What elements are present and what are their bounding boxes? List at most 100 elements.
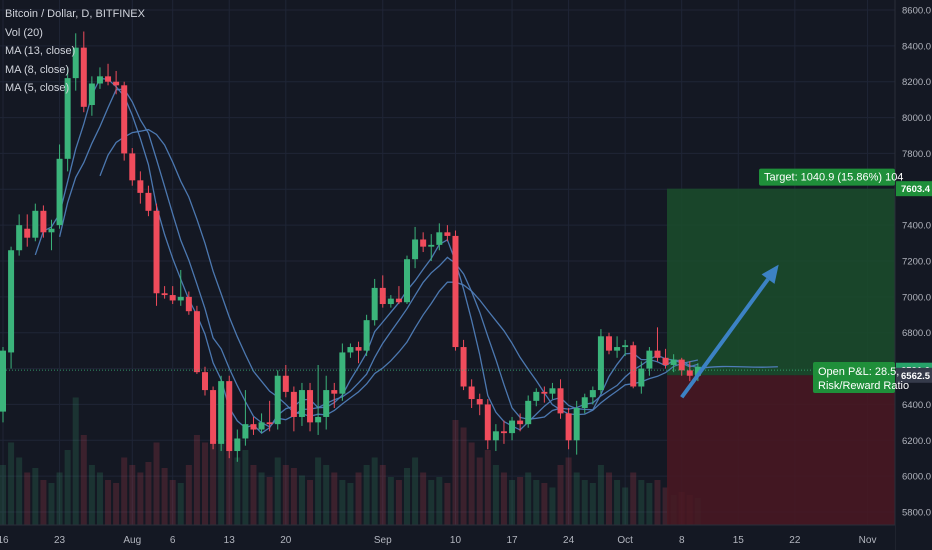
candle[interactable]	[686, 361, 693, 382]
candle[interactable]	[622, 339, 629, 357]
candle[interactable]	[88, 76, 95, 116]
candle[interactable]	[185, 291, 192, 315]
indicator-ma5-label[interactable]: MA (5, close)	[5, 82, 70, 94]
candle[interactable]	[412, 226, 419, 269]
candle[interactable]	[48, 219, 55, 251]
candle[interactable]	[678, 357, 685, 376]
candle[interactable]	[541, 386, 548, 403]
candle[interactable]	[234, 429, 241, 462]
candle[interactable]	[24, 214, 31, 247]
candle[interactable]	[121, 81, 128, 161]
candle[interactable]	[638, 361, 645, 394]
candle[interactable]	[379, 275, 386, 308]
candle[interactable]	[371, 278, 378, 326]
candle[interactable]	[395, 286, 402, 305]
indicator-ma8-label[interactable]: MA (8, close)	[5, 63, 70, 76]
candle[interactable]	[72, 33, 79, 91]
candle[interactable]	[16, 214, 23, 256]
candle[interactable]	[169, 286, 176, 305]
candle[interactable]	[363, 314, 370, 357]
candle[interactable]	[549, 382, 556, 400]
candle[interactable]	[218, 375, 225, 452]
candle[interactable]	[32, 203, 39, 242]
candle[interactable]	[315, 364, 322, 435]
stop-zone[interactable]	[667, 375, 895, 525]
candle[interactable]	[460, 339, 467, 391]
pnl-label[interactable]: Open P&L: 28.5, Risk/Reward Ratio	[813, 362, 909, 393]
candle[interactable]	[274, 370, 281, 430]
candle[interactable]	[428, 234, 435, 261]
candle[interactable]	[307, 382, 314, 432]
volume-bar	[210, 420, 217, 525]
candle[interactable]	[226, 375, 233, 459]
candle[interactable]	[137, 171, 144, 204]
candle[interactable]	[573, 400, 580, 455]
target-zone[interactable]	[667, 188, 895, 376]
candle[interactable]	[202, 366, 208, 396]
candle[interactable]	[670, 354, 677, 373]
candle[interactable]	[565, 408, 572, 450]
candle[interactable]	[113, 70, 120, 95]
projection-arrow[interactable]	[680, 277, 770, 399]
candle[interactable]	[452, 230, 459, 351]
candle[interactable]	[436, 223, 443, 251]
candle[interactable]	[662, 348, 669, 369]
candle[interactable]	[290, 386, 297, 432]
candle[interactable]	[177, 269, 184, 306]
candle[interactable]	[468, 379, 475, 409]
candle[interactable]	[387, 295, 394, 308]
candle[interactable]	[96, 67, 103, 89]
candle[interactable]	[533, 388, 540, 407]
indicator-ma13-label[interactable]: MA (13, close)	[5, 45, 76, 57]
candle[interactable]	[266, 400, 273, 432]
candle[interactable]	[339, 343, 346, 401]
candle[interactable]	[331, 382, 338, 409]
target-label[interactable]: Target: 1040.9 (15.86%) 104	[759, 168, 903, 186]
indicator-volume-label[interactable]: Vol (20)	[5, 26, 43, 39]
candle[interactable]	[105, 63, 112, 86]
candle[interactable]	[355, 341, 362, 364]
candle[interactable]	[557, 379, 564, 419]
candle[interactable]	[250, 416, 257, 435]
candle[interactable]	[509, 416, 516, 441]
candle[interactable]	[614, 336, 621, 358]
candle[interactable]	[517, 413, 524, 432]
candle[interactable]	[581, 393, 588, 414]
candle[interactable]	[444, 225, 451, 242]
volume-bar	[339, 480, 346, 525]
candle[interactable]	[420, 232, 427, 253]
candle[interactable]	[500, 420, 507, 444]
candle[interactable]	[589, 386, 596, 405]
candle[interactable]	[347, 343, 354, 358]
candle[interactable]	[210, 386, 217, 450]
candle[interactable]	[40, 205, 47, 238]
candle[interactable]	[492, 424, 499, 452]
candle[interactable]	[298, 382, 305, 426]
candle[interactable]	[606, 332, 612, 355]
chart-title[interactable]: Bitcoin / Dollar, D, BITFINEX	[5, 8, 145, 20]
candle[interactable]	[654, 327, 661, 362]
candle[interactable]	[525, 395, 532, 428]
candle[interactable]	[8, 246, 15, 369]
volume-bar	[646, 483, 653, 525]
candle[interactable]	[646, 347, 653, 376]
candle[interactable]	[129, 148, 136, 186]
candle[interactable]	[630, 341, 637, 389]
candle[interactable]	[404, 255, 410, 305]
candle[interactable]	[597, 329, 604, 394]
candle[interactable]	[80, 31, 87, 113]
candle[interactable]	[145, 185, 152, 217]
candle[interactable]	[0, 347, 6, 423]
candle[interactable]	[323, 375, 330, 430]
candle[interactable]	[258, 413, 265, 434]
candle[interactable]	[193, 305, 200, 374]
candle[interactable]	[476, 393, 483, 416]
candle[interactable]	[153, 203, 160, 306]
candle[interactable]	[161, 286, 168, 299]
candle[interactable]	[56, 144, 63, 229]
candle[interactable]	[64, 67, 71, 172]
candle[interactable]	[484, 399, 491, 450]
candle[interactable]	[242, 390, 249, 446]
